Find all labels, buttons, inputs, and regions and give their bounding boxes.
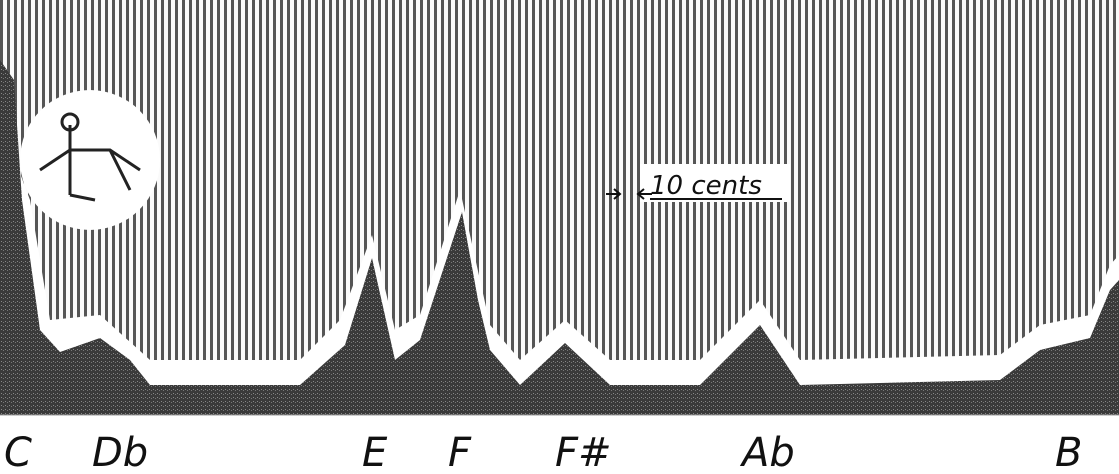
note-label: Ab xyxy=(739,430,795,474)
note-label: F# xyxy=(555,430,612,474)
note-label: B xyxy=(1055,430,1082,474)
note-label: E xyxy=(362,430,388,474)
cartoon-lines xyxy=(39,125,141,202)
interval-arrows xyxy=(606,188,652,200)
note-label: F xyxy=(448,430,472,474)
cartoon-head xyxy=(60,112,80,132)
distribution-profile xyxy=(0,60,1119,415)
cartoon-figure xyxy=(20,90,160,230)
annotation: 10 cents xyxy=(650,171,762,201)
note-labels: C Db E F F# Ab B xyxy=(4,430,1082,474)
note-label: Db xyxy=(92,430,148,474)
note-label: C xyxy=(4,430,32,474)
annotation-box xyxy=(640,164,790,202)
